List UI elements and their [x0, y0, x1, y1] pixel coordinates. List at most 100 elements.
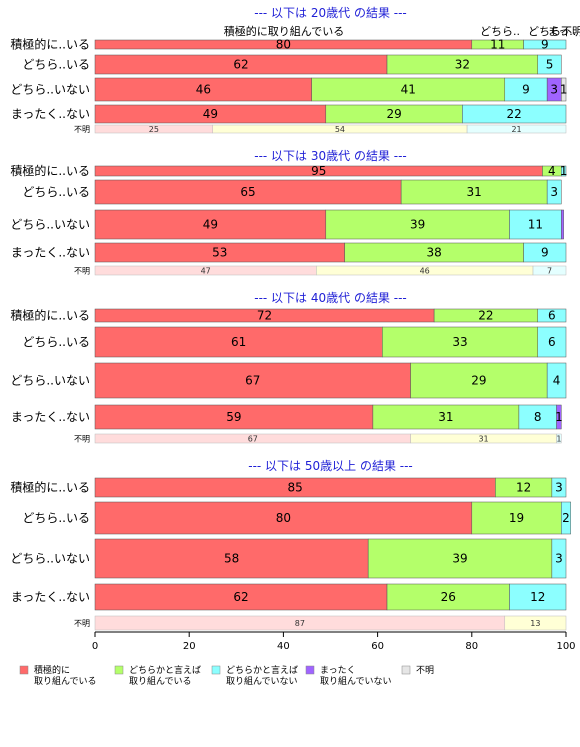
- row-label: どちら..いる: [22, 335, 90, 349]
- bar-row: 不明 47 46 7: [74, 265, 567, 276]
- bar-segment: [504, 615, 567, 631]
- bar-row: まったく..ない 53 38 9: [11, 242, 567, 263]
- data-label: 95: [311, 164, 326, 178]
- row-label: まったく..ない: [11, 246, 90, 260]
- x-tick-label: 80: [465, 641, 478, 652]
- bar-segment: [94, 538, 369, 579]
- data-label: 1: [560, 164, 568, 178]
- panel-title: --- 以下は 50歳以上 の結果 ---: [248, 459, 413, 473]
- data-label: 39: [452, 552, 467, 566]
- data-label: 38: [426, 246, 441, 260]
- bar-segment: [94, 501, 473, 535]
- data-label: 31: [438, 410, 453, 424]
- data-label: 39: [410, 218, 425, 232]
- bar-row: どちら..いる 62 32 5: [22, 54, 562, 75]
- data-label: 7: [547, 267, 552, 276]
- row-label: 不明: [74, 619, 90, 628]
- data-label: 11: [490, 38, 505, 52]
- legend-label: 取り組んでいない: [320, 675, 392, 687]
- bar-row: まったく..ない 49 29 22: [11, 104, 567, 124]
- legend-swatch: [114, 665, 124, 675]
- data-label: 22: [507, 107, 522, 121]
- data-label: 49: [203, 218, 218, 232]
- row-label: まったく..ない: [11, 590, 90, 604]
- data-label: 29: [386, 107, 401, 121]
- data-label: 3: [555, 481, 563, 495]
- top-header-label: 不明: [561, 25, 580, 38]
- data-label: 9: [541, 246, 549, 260]
- row-label: どちら..いない: [10, 374, 90, 388]
- row-label: 不明: [74, 435, 90, 444]
- row-label: 積極的に..いる: [10, 308, 90, 323]
- data-label: 67: [245, 374, 260, 388]
- panel-title: --- 以下は 20歳代 の結果 ---: [254, 6, 407, 20]
- bar-row: どちら..いる 61 33 6: [22, 326, 567, 358]
- bar-segment: [551, 538, 567, 579]
- data-label: 19: [509, 511, 524, 525]
- legend-item: 積極的に取り組んでいる: [19, 664, 97, 687]
- row-label: まったく..ない: [11, 410, 90, 424]
- bar-row: まったく..ない 59 31 8 1: [11, 404, 563, 430]
- data-label: 59: [226, 410, 241, 424]
- data-label: 1: [556, 435, 561, 444]
- data-label: 46: [420, 267, 430, 276]
- x-tick-label: 40: [277, 641, 290, 652]
- bar-segment: [561, 501, 571, 535]
- bar-segment: [386, 583, 510, 611]
- data-label: 6: [548, 335, 556, 349]
- data-label: 11: [528, 218, 543, 232]
- bar-segment: [94, 209, 327, 240]
- bar-segment: [556, 433, 562, 444]
- bar-row: 積極的に..いる 72 22 6: [10, 308, 567, 323]
- x-tick-label: 20: [183, 641, 196, 652]
- data-label: 54: [335, 125, 345, 134]
- row-label: どちら..いる: [22, 185, 90, 199]
- data-label: 25: [149, 125, 159, 134]
- data-label: 33: [452, 335, 467, 349]
- data-label: 53: [212, 246, 227, 260]
- bar-segment: [551, 477, 567, 498]
- bar-row: まったく..ない 62 26 12: [11, 583, 567, 611]
- data-label: 31: [467, 185, 482, 199]
- data-label: 31: [478, 435, 488, 444]
- data-label: 62: [233, 58, 248, 72]
- data-label: 12: [516, 481, 531, 495]
- row-label: 積極的に..いる: [10, 163, 90, 178]
- panel-title: --- 以下は 40歳代 の結果 ---: [254, 291, 407, 305]
- bar-segment: [410, 362, 548, 399]
- data-label: 85: [288, 481, 303, 495]
- data-label: 4: [553, 374, 561, 388]
- bar-segment: [94, 326, 383, 358]
- panel-3: --- 以下は 40歳代 の結果 --- 積極的に..いる 72 22 6 どちら..いる…: [10, 291, 567, 444]
- bar-segment: [382, 326, 538, 358]
- panel-2: --- 以下は 30歳代 の結果 --- 積極的に..いる 95 4 1 どちら..いる 6…: [10, 149, 567, 276]
- row-label: 積極的に..いる: [10, 37, 90, 52]
- bar-segment: [518, 404, 557, 430]
- data-label: 87: [295, 619, 305, 628]
- row-label: まったく..ない: [11, 107, 90, 121]
- legend-swatch: [401, 665, 411, 675]
- data-label: 4: [548, 164, 556, 178]
- bar-segment: [94, 404, 374, 430]
- data-label: 46: [196, 83, 211, 97]
- data-label: 12: [530, 590, 545, 604]
- legend-label: どちらかと言えば: [129, 664, 201, 676]
- legend-label: 取り組んでいない: [226, 675, 298, 687]
- row-label: 不明: [74, 125, 90, 134]
- bar-segment: [523, 39, 567, 50]
- bar-segment: [537, 326, 567, 358]
- bar-segment: [367, 538, 553, 579]
- bar-segment: [94, 583, 388, 611]
- data-label: 49: [203, 107, 218, 121]
- bar-segment: [325, 209, 510, 240]
- data-label: 2: [562, 511, 570, 525]
- top-header-label: まっ..: [548, 25, 577, 38]
- bar-segment: [546, 362, 567, 399]
- bar-row: 不明 25 54 21: [74, 124, 567, 134]
- row-label: どちら..いる: [22, 58, 90, 72]
- legend-label: まったく: [320, 665, 356, 676]
- bar-row: 不明 87 13: [74, 615, 567, 631]
